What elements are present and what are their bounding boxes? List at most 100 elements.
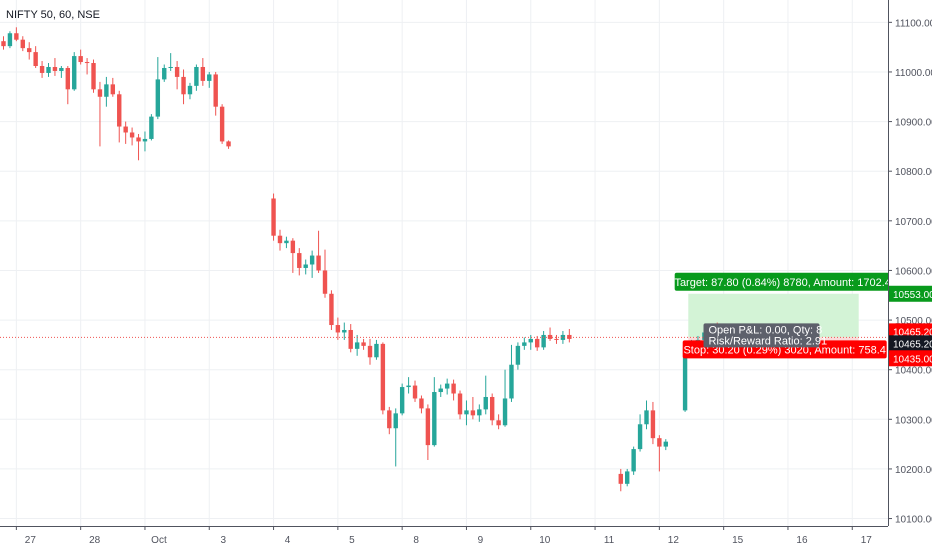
candle-down xyxy=(181,69,186,105)
candle-up xyxy=(374,339,379,360)
candle-body xyxy=(110,84,116,95)
candle-body xyxy=(367,345,373,358)
candle-down xyxy=(618,468,623,492)
candle-down xyxy=(123,121,128,144)
candle-body xyxy=(399,387,405,414)
candle-up xyxy=(168,53,173,71)
candle-down xyxy=(387,406,392,435)
candle-body xyxy=(136,137,141,142)
entry-price-badge: 10465.20 xyxy=(893,327,932,338)
candle-body xyxy=(650,410,656,439)
candle-up xyxy=(303,259,308,275)
candle-up xyxy=(444,378,450,395)
price-tick-label: 11100.00 xyxy=(895,18,932,29)
candle-down xyxy=(425,404,431,461)
candle-body xyxy=(534,338,540,348)
candle-up xyxy=(560,330,566,344)
time-tick-label: 10 xyxy=(539,535,551,546)
candle-down xyxy=(329,290,334,330)
candle-down xyxy=(419,395,424,414)
time-tick-label: 11 xyxy=(604,535,615,546)
candle-up xyxy=(541,330,546,350)
candle-body xyxy=(522,342,527,346)
candle-up xyxy=(142,131,148,152)
candle-down xyxy=(489,393,495,426)
candle-up xyxy=(149,114,154,141)
candle-up xyxy=(309,250,315,278)
candle-body xyxy=(20,39,25,49)
candle-down xyxy=(14,27,19,42)
candle-body xyxy=(412,385,418,399)
candle-body xyxy=(444,383,450,389)
candle-body xyxy=(142,138,148,142)
candle-down xyxy=(20,36,25,52)
candle-up xyxy=(663,439,668,451)
time-tick-label: 8 xyxy=(413,535,419,546)
candle-body xyxy=(560,334,566,340)
time-tick-label: 28 xyxy=(89,535,101,546)
candle-body xyxy=(432,392,437,446)
candle-up xyxy=(194,64,199,91)
candle-body xyxy=(380,343,386,411)
stop-price-badge-bg xyxy=(889,350,932,367)
price-tick-label: 10900.00 xyxy=(895,118,932,129)
candle-down xyxy=(226,140,231,149)
candle-down xyxy=(129,127,135,146)
candle-body xyxy=(541,334,546,348)
candle-body xyxy=(618,473,623,484)
candle-up xyxy=(637,414,643,452)
candle-body xyxy=(483,396,488,410)
candle-body xyxy=(342,329,347,333)
candle-body xyxy=(91,63,96,90)
candle-down xyxy=(174,61,180,90)
candle-up xyxy=(406,377,411,394)
candle-down xyxy=(200,58,206,86)
price-tick-label: 10100.00 xyxy=(895,515,932,526)
price-axis[interactable]: 10100.00 10200.00 10300.00 10400.00 10500.00… xyxy=(888,0,932,550)
candle-down xyxy=(1,36,6,50)
time-tick-label: 17 xyxy=(861,535,873,546)
candle-down xyxy=(84,58,90,75)
candle-body xyxy=(200,66,206,81)
candle-down xyxy=(547,327,553,341)
candle-down xyxy=(554,334,559,344)
candle-down xyxy=(290,238,296,273)
candles xyxy=(1,27,726,492)
candle-down xyxy=(65,65,70,105)
candle-up xyxy=(644,400,649,430)
candle-body xyxy=(284,240,289,244)
candle-body xyxy=(335,325,341,333)
candle-body xyxy=(187,85,193,95)
candle-body xyxy=(528,338,533,343)
candle-down xyxy=(78,49,83,65)
candle-body xyxy=(72,56,77,90)
time-axis[interactable]: 27 28 Oct 3 4 5 8 9 10 11 12 15 16 17 xyxy=(0,526,888,546)
candle-up xyxy=(187,82,193,100)
candle-body xyxy=(489,396,495,421)
candle-body xyxy=(509,364,514,399)
candle-up xyxy=(502,369,508,427)
candle-up xyxy=(432,377,437,447)
candle-down xyxy=(52,58,58,76)
candle-down xyxy=(496,414,501,430)
candle-down xyxy=(277,229,283,251)
candle-body xyxy=(65,67,70,90)
candle-down xyxy=(213,71,218,116)
time-tick-label: 3 xyxy=(220,535,226,546)
candle-body xyxy=(682,347,688,411)
candle-down xyxy=(110,77,116,97)
candle-body xyxy=(309,255,315,265)
price-tick-label: 10400.00 xyxy=(895,366,932,377)
pnl-line-1: Open P&L: 0.00, Qty: 8 xyxy=(709,324,823,336)
candle-down xyxy=(534,335,540,351)
candle-body xyxy=(149,116,154,139)
candle-down xyxy=(361,338,366,350)
price-tick-label: 11000.00 xyxy=(895,68,932,79)
candle-down xyxy=(91,59,96,93)
candle-up xyxy=(46,63,51,77)
price-tick-label: 10200.00 xyxy=(895,465,932,476)
candle-body xyxy=(502,398,508,426)
candle-body xyxy=(46,66,51,73)
